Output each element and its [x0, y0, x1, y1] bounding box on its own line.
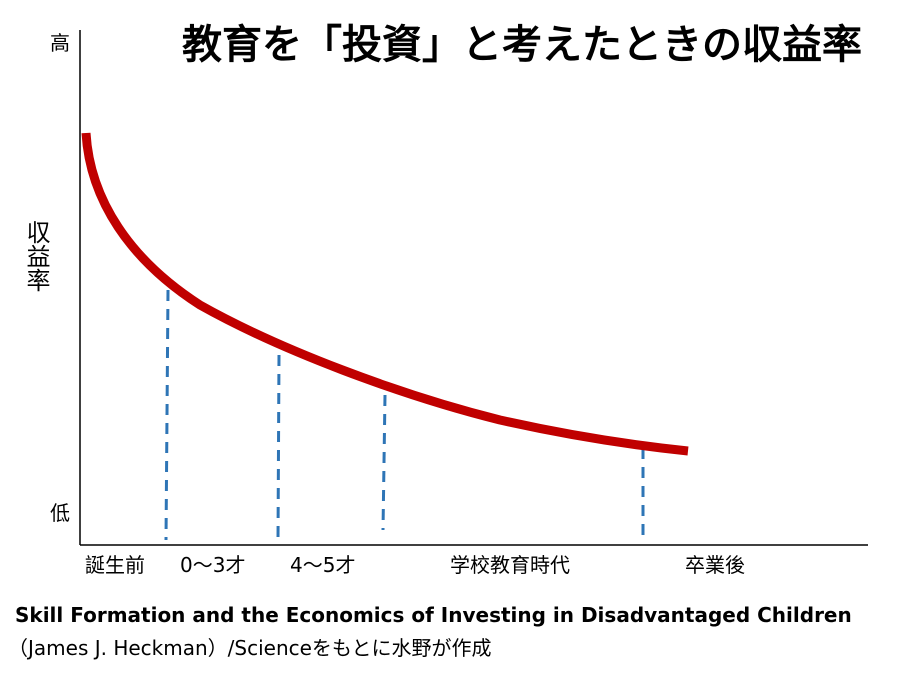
x-label: 学校教育時代: [450, 553, 570, 577]
guide: [381, 394, 387, 531]
guide: [276, 354, 281, 541]
guide: [164, 289, 170, 541]
title: 教育を「投資」と考えたときの収益率: [182, 22, 862, 68]
caption-source: （James J. Heckman）/Scienceをもとに水野が作成: [8, 636, 492, 660]
dashed-guides: [164, 289, 645, 541]
caption-title: Skill Formation and the Economics of Inv…: [15, 603, 852, 627]
x-label: 誕生前: [85, 553, 145, 577]
x-label: 4〜5才: [290, 553, 355, 577]
x-labels: 誕生前 0〜3才 4〜5才 学校教育時代 卒業後: [85, 553, 745, 577]
return-curve: [81, 132, 689, 456]
y-high: 高: [50, 31, 70, 55]
y-label: 収益率: [22, 220, 50, 292]
y-low: 低: [50, 501, 70, 525]
x-label: 0〜3才: [180, 553, 245, 577]
x-label: 卒業後: [685, 553, 745, 577]
